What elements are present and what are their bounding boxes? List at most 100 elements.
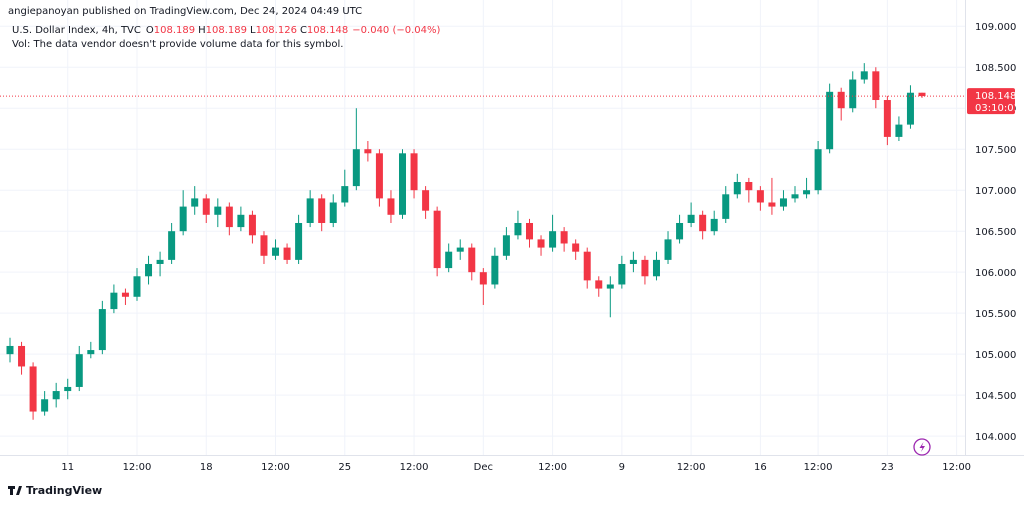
published-line: angiepanoyan published on TradingView.co…	[8, 6, 362, 17]
o-value: 108.189	[154, 25, 195, 36]
h-label: H	[198, 25, 206, 36]
body	[75, 354, 83, 387]
body	[445, 251, 453, 269]
body	[214, 206, 222, 215]
symbol-name: U.S. Dollar Index, 4h, TVC	[12, 25, 141, 36]
y-tick-label: 104.000	[975, 432, 1016, 443]
body	[583, 251, 591, 281]
x-tick-label: Dec	[474, 462, 493, 473]
body	[768, 202, 776, 207]
body	[883, 100, 891, 137]
body	[318, 198, 326, 223]
change: −0.040 (−0.04%)	[352, 25, 440, 36]
y-tick-label: 104.500	[975, 391, 1016, 402]
body	[860, 71, 868, 80]
body	[41, 399, 49, 412]
y-tick-label: 105.500	[975, 309, 1016, 320]
body	[456, 247, 464, 252]
body	[64, 386, 72, 392]
plot	[0, 63, 965, 420]
x-tick-label: 12:00	[261, 462, 290, 473]
body	[191, 198, 199, 207]
body	[514, 222, 522, 236]
x-tick-label: 12:00	[538, 462, 567, 473]
body	[479, 272, 487, 285]
body	[283, 247, 291, 260]
body	[179, 206, 187, 232]
body	[618, 263, 626, 285]
body	[502, 235, 510, 256]
body	[375, 153, 383, 199]
body	[133, 276, 141, 297]
body	[272, 247, 280, 256]
body	[352, 149, 360, 187]
body	[491, 255, 499, 285]
icon-bolt[interactable]	[919, 442, 926, 452]
body	[306, 198, 314, 223]
body	[733, 182, 741, 195]
footer-logo: TradingView	[8, 484, 102, 497]
body	[52, 391, 60, 400]
body	[341, 186, 349, 203]
body	[664, 239, 672, 260]
l-value: 108.126	[256, 25, 297, 36]
body	[745, 182, 753, 191]
y-tick-label: 105.000	[975, 350, 1016, 361]
legend: U.S. Dollar Index, 4h, TVC O108.189 H108.1…	[12, 25, 441, 50]
body	[803, 190, 811, 195]
body	[687, 214, 695, 223]
body	[572, 243, 580, 252]
body	[6, 345, 14, 355]
body	[606, 284, 614, 289]
body	[676, 222, 684, 240]
body	[329, 202, 337, 223]
c-value: 108.148	[307, 25, 348, 36]
body	[895, 124, 903, 137]
x-tick-label: 18	[200, 462, 213, 473]
logo-mark	[8, 486, 22, 495]
body	[168, 231, 176, 260]
y-tick-label: 107.000	[975, 186, 1016, 197]
volume-note: Vol: The data vendor doesn't provide vol…	[12, 39, 343, 50]
body	[237, 214, 245, 228]
y-tick-label: 107.500	[975, 145, 1016, 156]
body	[433, 210, 441, 269]
body	[849, 79, 857, 109]
x-tick-label: 12:00	[400, 462, 429, 473]
body	[295, 222, 303, 260]
body	[641, 259, 649, 277]
h-value: 108.189	[206, 25, 247, 36]
body	[260, 235, 268, 256]
body	[814, 149, 822, 191]
body	[156, 259, 164, 264]
l-label: L	[250, 25, 256, 36]
x-tick-label: 11	[61, 462, 74, 473]
body	[468, 247, 476, 273]
body	[652, 259, 660, 277]
body	[756, 190, 764, 203]
quick-icon[interactable]	[913, 438, 931, 456]
body	[225, 206, 233, 228]
c-label: C	[300, 25, 307, 36]
body	[87, 350, 95, 355]
x-tick-label: 12:00	[123, 462, 152, 473]
body	[202, 198, 210, 215]
y-tick-label: 108.500	[975, 63, 1016, 74]
body	[906, 92, 914, 125]
body	[410, 153, 418, 191]
body	[364, 149, 372, 154]
body	[145, 263, 153, 277]
y-tick-label: 109.000	[975, 22, 1016, 33]
body	[837, 91, 845, 109]
x-tick-label: 16	[754, 462, 767, 473]
x-tick-label: 12:00	[677, 462, 706, 473]
brand: TradingView	[26, 484, 102, 497]
y-tick-label: 106.000	[975, 268, 1016, 279]
body	[826, 91, 834, 150]
x-tick-label: 9	[619, 462, 625, 473]
body	[779, 198, 787, 207]
body	[722, 194, 730, 219]
